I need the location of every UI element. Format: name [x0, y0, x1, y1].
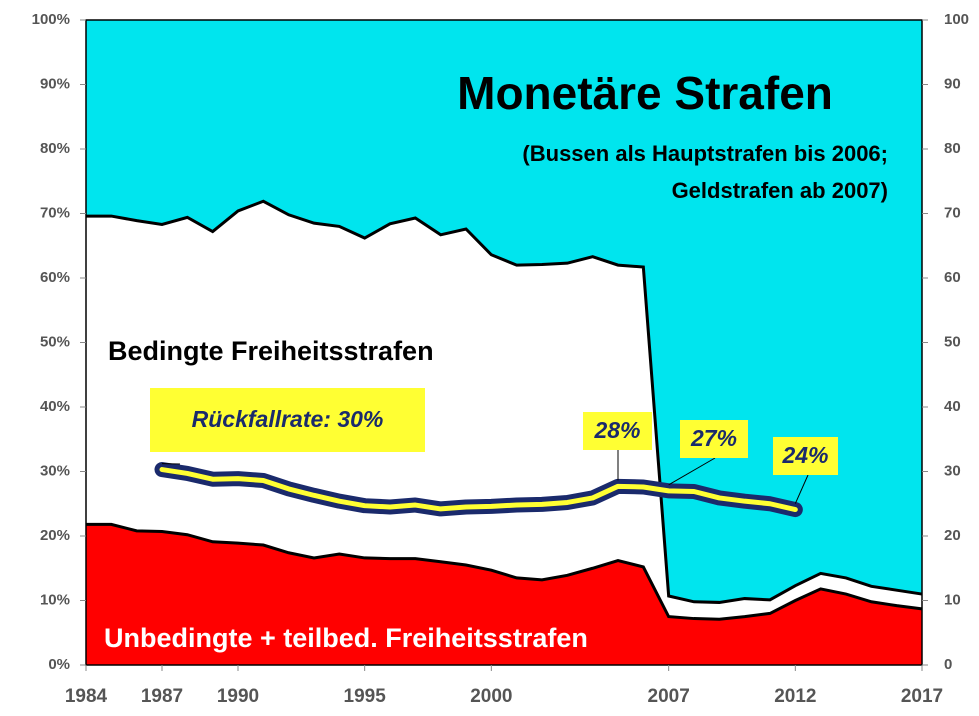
y2-tick-label: 20: [944, 527, 961, 544]
y2-tick-label: 60: [944, 269, 961, 286]
x-tick-label: 1984: [65, 686, 108, 707]
subtitle: (Bussen als Hauptstrafen bis 2006;: [522, 141, 888, 166]
annotation-box: [680, 420, 748, 458]
line: [159, 467, 798, 513]
x-tick-label: 1990: [217, 686, 259, 707]
y-tick-label: 10%: [40, 591, 70, 608]
y2-tick-label: 40: [944, 398, 961, 415]
subtitle: Geldstrafen ab 2007): [672, 178, 888, 203]
y-tick-label: 60%: [40, 269, 70, 286]
y2-tick-label: 90: [944, 75, 961, 92]
y-tick-label: 100%: [32, 11, 70, 28]
y-tick-label: 70%: [40, 204, 70, 221]
x-tick-label: 1987: [141, 686, 183, 707]
x-tick-label: 2012: [774, 686, 816, 707]
y-tick-label: 40%: [40, 398, 70, 415]
y-tick-label: 90%: [40, 75, 70, 92]
y-tick-label: 20%: [40, 527, 70, 544]
x-tick-label: 2000: [470, 686, 512, 707]
y-tick-label: 0%: [48, 656, 70, 673]
y-tick-label: 80%: [40, 140, 70, 157]
x-tick-label: 2007: [648, 686, 690, 707]
area: [86, 524, 922, 665]
annotation-box: [773, 437, 838, 475]
leader-line: [794, 474, 809, 504]
chart-title: Monetäre Strafen: [457, 67, 833, 119]
area-label: Bedingte Freiheitsstrafen: [108, 336, 434, 366]
y2-tick-label: 80: [944, 140, 961, 157]
y2-tick-label: 30: [944, 462, 961, 479]
leader-line: [668, 457, 716, 486]
y2-tick-label: 70: [944, 204, 961, 221]
annotation: Rückfallrate: 30%: [192, 406, 384, 432]
annotation-box: [150, 388, 425, 452]
y2-tick-label: 10: [944, 591, 961, 608]
area-outline: [86, 199, 923, 604]
area-outline: [86, 522, 923, 621]
area-label: Unbedingte + teilbed. Freiheitsstrafen: [104, 623, 588, 653]
area: [86, 201, 922, 620]
y2-tick-label: 100: [944, 11, 969, 28]
y-tick-label: 50%: [40, 333, 70, 350]
y-tick-label: 30%: [40, 462, 70, 479]
y2-tick-label: 50: [944, 333, 961, 350]
annotation-box: [583, 412, 652, 450]
annotation: 27%: [690, 425, 737, 451]
y2-tick-label: 0: [944, 656, 952, 673]
annotation: 28%: [593, 417, 640, 443]
x-tick-label: 1995: [344, 686, 387, 707]
annotation: 24%: [781, 442, 828, 468]
x-tick-label: 2017: [901, 686, 943, 707]
